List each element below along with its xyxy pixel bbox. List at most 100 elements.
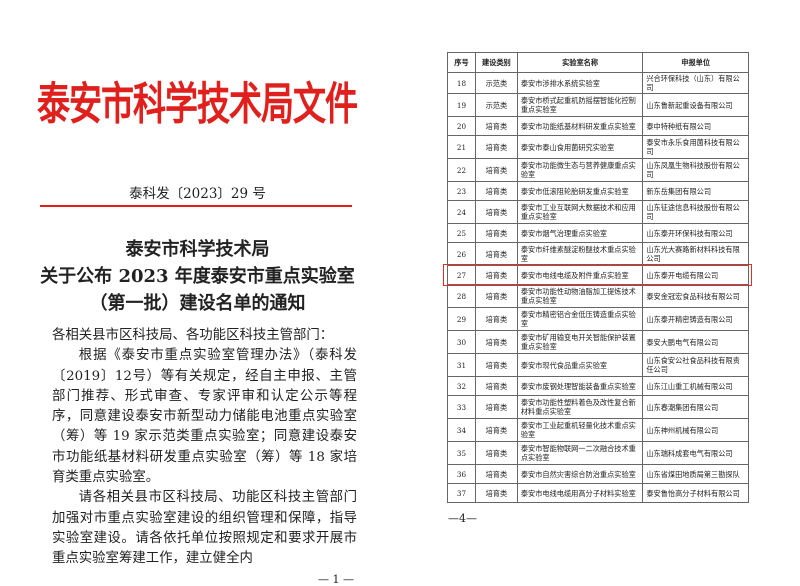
lab-name: 泰安市自然灾害综合防治重点实验室 — [516, 464, 644, 484]
category: 培育类 — [474, 181, 518, 201]
page-number: — 1 — — [318, 573, 354, 586]
category: 培育类 — [474, 353, 518, 377]
notice-title-line-3: （第一批）建设名单的通知 — [89, 293, 306, 314]
applicant: 山东泰开精密铸造有限公司 — [642, 307, 749, 331]
table-row: 29 培育类 泰安市精密铝合金低压铸造重点实验室 山东泰开精密铸造有限公司 — [447, 307, 749, 331]
lab-name: 泰安市功能纸基材料研发重点实验室 — [516, 116, 644, 136]
row-number: 33 — [447, 395, 476, 419]
table-row: 27 培育类 泰安市电线电缆及附件重点实验室 山东泰开电缆有限公司 — [447, 265, 749, 285]
table-row: 33 培育类 泰安市功能性塑料着色及改性复合新材料重点实验室 山东春潮集团有限公司 — [447, 395, 749, 419]
table-row: 35 培育类 泰安市智能物联网一二次融合技术重点实验室 山东瑞科成套电气有限公司 — [447, 441, 749, 465]
lab-name: 泰安市工业起重机轻量化技术重点实验室 — [516, 418, 644, 442]
row-number: 26 — [447, 242, 476, 266]
table-row: 30 培育类 泰安市矿用输变电开关智能保护装置重点实验室 泰安大鹏电气有限公司 — [447, 330, 749, 354]
row-number: 22 — [447, 158, 476, 182]
category: 培育类 — [474, 441, 518, 465]
column-header: 序号 — [447, 52, 476, 73]
lab-name: 泰安市智能物联网一二次融合技术重点实验室 — [516, 441, 644, 465]
table-row: 25 培育类 泰安市烟气治理重点实验室 山东泰开环保科技有限公司 — [447, 223, 749, 243]
paragraph: 根据《泰安市重点实验室管理办法》（泰科发〔2019〕12号）等有关规定，经自主申… — [52, 348, 357, 486]
lab-name: 泰安市精密铝合金低压铸造重点实验室 — [516, 307, 644, 331]
row-number: 28 — [447, 284, 476, 308]
table-row: 37 培育类 泰安市电线电缆用高分子材料实验室 泰安鲁怡高分子材料有限公司 — [447, 483, 749, 503]
red-divider — [40, 205, 352, 207]
applicant: 山东江山重工机械有限公司 — [642, 376, 749, 396]
column-header: 实验室名称 — [516, 52, 644, 73]
row-number: 30 — [447, 330, 476, 354]
lab-name: 泰安市矿用输变电开关智能保护装置重点实验室 — [516, 330, 644, 354]
table-row: 22 培育类 泰安市功能微生态与营养健康重点实验室 山东凤凰生物科技股份有限公司 — [447, 158, 749, 182]
row-number: 36 — [447, 464, 476, 484]
row-number: 23 — [447, 181, 476, 201]
applicant: 泰安金冠宏食品科技有限公司 — [642, 284, 749, 308]
lab-name: 泰安市电线电缆及附件重点实验室 — [516, 265, 644, 285]
table-row: 20 培育类 泰安市功能纸基材料研发重点实验室 泰中特种纸有限公司 — [447, 116, 749, 136]
applicant: 泰中特种纸有限公司 — [642, 116, 749, 136]
lab-name: 泰安市功能性动物油脂加工提炼技术重点实验室 — [516, 284, 644, 308]
category: 示范类 — [474, 93, 518, 117]
applicant: 山东征途信息科技股份有限公司 — [642, 200, 749, 224]
lab-name: 泰安市功能性塑料着色及改性复合新材料重点实验室 — [516, 395, 644, 419]
lab-name: 泰安市低滚阻轮胎研发重点实验室 — [516, 181, 644, 201]
table-row: 24 培育类 泰安市工业互联网大数据技术和应用重点实验室 山东征途信息科技股份有限公司 — [447, 200, 749, 224]
notice-body: 各相关县市区科技局、各功能区科技主管部门： 根据《泰安市重点实验室管理办法》（泰… — [52, 326, 357, 570]
applicant: 新东岳集团有限公司 — [642, 181, 749, 201]
category: 培育类 — [474, 265, 518, 285]
column-header: 申报单位 — [642, 52, 749, 73]
category: 培育类 — [474, 483, 518, 503]
applicant: 泰安鲁怡高分子材料有限公司 — [642, 483, 749, 503]
category: 培育类 — [474, 284, 518, 308]
lab-name: 泰安市纤维素醚淀粉醚技术重点实验室 — [516, 242, 644, 266]
category: 示范类 — [474, 72, 518, 94]
category: 培育类 — [474, 418, 518, 442]
row-number: 35 — [447, 441, 476, 465]
lab-name: 泰安市桥式起重机防摇摆智能化控制重点实验室 — [516, 93, 644, 117]
applicant: 山东瑞科成套电气有限公司 — [642, 441, 749, 465]
table-row: 21 培育类 泰安市泰山食用菌研究实验室 泰安市永乐食用菌科技有限公司 — [447, 135, 749, 159]
lab-name: 泰安市工业互联网大数据技术和应用重点实验室 — [516, 200, 644, 224]
lab-name: 泰安市现代食品重点实验室 — [516, 353, 644, 377]
header-title: 泰安市科学技术局文件 — [37, 77, 358, 130]
row-number: 24 — [447, 200, 476, 224]
category: 培育类 — [474, 376, 518, 396]
table-row: 18 示范类 泰安市涉排水系统实验室 兴合环保科技（山东）有限公司 — [447, 72, 749, 94]
category: 培育类 — [474, 223, 518, 243]
applicant: 兴合环保科技（山东）有限公司 — [642, 72, 749, 94]
lab-list-table: 序号 建设类别 实验室名称 申报单位 18 示范类 泰安市涉排水系统实验室 兴合环保科技（山… — [447, 52, 749, 503]
applicant: 山东神州机械有限公司 — [642, 418, 749, 442]
lab-name: 泰安市电线电缆用高分子材料实验室 — [516, 483, 644, 503]
table-row: 26 培育类 泰安市纤维素醚淀粉醚技术重点实验室 山东光大赛路新材料科技有限公司 — [447, 242, 749, 266]
category: 培育类 — [474, 464, 518, 484]
category: 培育类 — [474, 158, 518, 182]
table-row: 34 培育类 泰安市工业起重机轻量化技术重点实验室 山东神州机械有限公司 — [447, 418, 749, 442]
column-header: 建设类别 — [474, 52, 518, 73]
table-row: 32 培育类 泰安市废钢处理智能装备重点实验室 山东江山重工机械有限公司 — [447, 376, 749, 396]
lab-name: 泰安市废钢处理智能装备重点实验室 — [516, 376, 644, 396]
row-number: 29 — [447, 307, 476, 331]
row-number: 19 — [447, 93, 476, 117]
notice-title-line-2: 关于公布 2023 年度泰安市重点实验室 — [40, 266, 355, 287]
table-row: 23 培育类 泰安市低滚阻轮胎研发重点实验室 新东岳集团有限公司 — [447, 181, 749, 201]
row-number: 20 — [447, 116, 476, 136]
row-number: 31 — [447, 353, 476, 377]
category: 培育类 — [474, 135, 518, 159]
table-row: 31 培育类 泰安市现代食品重点实验室 山东食安公社食品科技有限责任公司 — [447, 353, 749, 377]
table-row: 36 培育类 泰安市自然灾害综合防治重点实验室 山东省煤田地质局第三勘探队 — [447, 464, 749, 484]
applicant: 山东泰开环保科技有限公司 — [642, 223, 749, 243]
notice-title-line-1: 泰安市科学技术局 — [125, 239, 270, 260]
category: 培育类 — [474, 242, 518, 266]
row-number: 27 — [447, 265, 476, 285]
row-number: 34 — [447, 418, 476, 442]
category: 培育类 — [474, 116, 518, 136]
category: 培育类 — [474, 330, 518, 354]
doc-number: 泰科发〔2023〕29 号 — [129, 186, 266, 202]
applicant: 山东春潮集团有限公司 — [642, 395, 749, 419]
row-number: 21 — [447, 135, 476, 159]
lab-name: 泰安市功能微生态与营养健康重点实验室 — [516, 158, 644, 182]
applicant: 山东省煤田地质局第三勘探队 — [642, 464, 749, 484]
category: 培育类 — [474, 200, 518, 224]
applicant: 山东光大赛路新材料科技有限公司 — [642, 242, 749, 266]
applicant: 山东凤凰生物科技股份有限公司 — [642, 158, 749, 182]
category: 培育类 — [474, 395, 518, 419]
row-number: 25 — [447, 223, 476, 243]
